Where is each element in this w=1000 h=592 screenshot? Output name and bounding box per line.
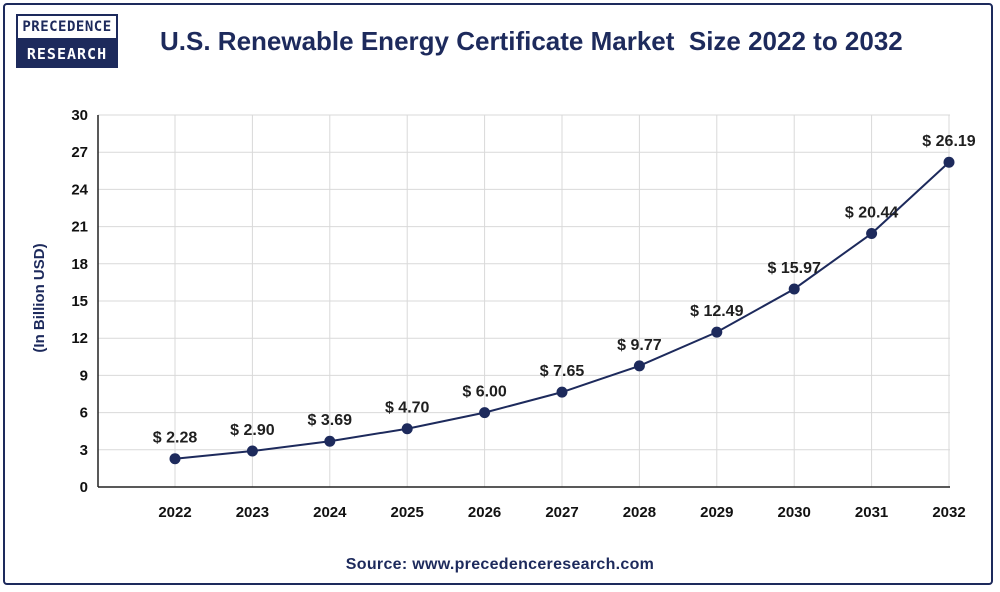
data-point (633, 360, 645, 372)
source-text: Source: www.precedenceresearch.com (345, 556, 655, 573)
x-tick-label: 2030 (778, 504, 811, 521)
data-point (246, 445, 258, 457)
data-label: $ 2.90 (230, 422, 275, 439)
gridlines (98, 114, 950, 487)
y-tick-label: 12 (71, 330, 88, 347)
x-tick-label: 2027 (545, 504, 578, 521)
series (169, 156, 955, 465)
y-tick-label: 9 (80, 367, 88, 384)
data-labels: $ 2.28 $ 2.90 $ 3.69 $ 4.70 $ 6.00 $ 7.65 $ 9.… (153, 133, 976, 446)
chart-frame (3, 3, 993, 585)
data-label: $ 20.44 (845, 205, 898, 222)
data-point (169, 453, 181, 465)
data-point (556, 386, 568, 398)
data-label: $ 26.19 (922, 133, 975, 150)
y-tick-label: 21 (71, 219, 88, 236)
axes: 0 3 6 9 12 15 18 21 24 27 30 2022 2023 2024 2025 2026 20… (71, 107, 965, 521)
y-tick-label: 3 (80, 442, 88, 459)
precedence-research-logo: PRECEDENCE RESEARCH (16, 14, 118, 68)
data-label: $ 12.49 (690, 303, 743, 320)
data-point (866, 228, 878, 240)
data-point (943, 156, 955, 168)
chart-title: U.S. Renewable Energy Certificate Market… (160, 26, 903, 56)
x-tick-label: 2022 (158, 504, 191, 521)
data-label: $ 6.00 (462, 384, 507, 401)
logo-text-bottom: RESEARCH (16, 40, 118, 68)
y-tick-label: 15 (71, 293, 88, 310)
y-tick-label: 0 (80, 479, 88, 496)
data-point (401, 423, 413, 435)
y-tick-label: 30 (71, 107, 88, 124)
data-label: $ 9.77 (617, 337, 662, 354)
y-tick-label: 24 (71, 181, 88, 198)
y-tick-label: 6 (80, 405, 88, 422)
data-label: $ 3.69 (308, 412, 353, 429)
data-label: $ 7.65 (540, 363, 585, 380)
x-tick-label: 2029 (700, 504, 733, 521)
x-tick-label: 2028 (623, 504, 656, 521)
y-tick-label: 27 (71, 144, 88, 161)
data-label: $ 4.70 (385, 400, 430, 417)
x-tick-label: 2025 (391, 504, 424, 521)
data-point (711, 326, 723, 338)
x-tick-label: 2031 (855, 504, 888, 521)
x-tick-label: 2024 (313, 504, 347, 521)
y-axis-label: (In Billion USD) (31, 243, 48, 352)
data-point (788, 283, 800, 295)
data-label: $ 2.28 (153, 430, 198, 447)
data-point (479, 407, 491, 419)
x-tick-label: 2032 (932, 504, 965, 521)
logo-text-top: PRECEDENCE (16, 14, 118, 40)
x-tick-label: 2026 (468, 504, 501, 521)
x-tick-label: 2023 (236, 504, 269, 521)
data-label: $ 15.97 (768, 260, 821, 277)
y-tick-label: 18 (71, 256, 88, 273)
data-point (324, 435, 336, 447)
